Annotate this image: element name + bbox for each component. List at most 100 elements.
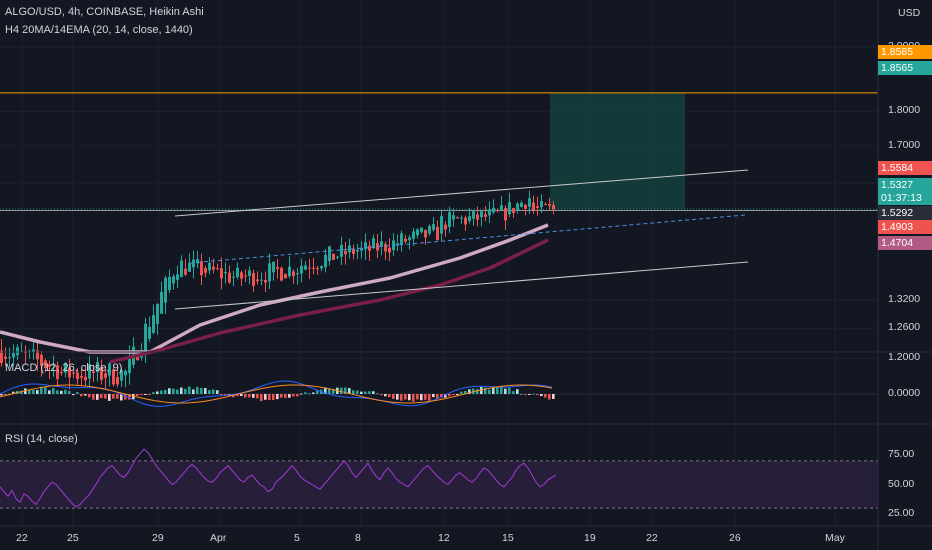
candle-body (32, 349, 35, 352)
candle (168, 269, 171, 294)
candle-body (432, 224, 435, 230)
candle-body (12, 352, 15, 358)
candle (0, 338, 3, 367)
candle-body (352, 248, 355, 255)
macd-histogram-bar (308, 393, 311, 395)
macd-histogram-bar (456, 394, 459, 395)
macd-histogram-bar (464, 390, 467, 394)
macd-histogram-bar (324, 387, 327, 394)
candle (372, 234, 375, 249)
candle-body (232, 276, 235, 278)
macd-histogram-bar (540, 394, 543, 397)
candle (32, 340, 35, 360)
candle (12, 344, 15, 366)
candle-body (200, 261, 203, 276)
macd-histogram-bar (484, 387, 487, 394)
macd-histogram-bar (428, 394, 431, 401)
candle (280, 266, 283, 282)
macd-histogram-bar (224, 394, 227, 395)
candle-body (64, 362, 67, 373)
candle-body (220, 268, 223, 279)
macd-histogram-bar (168, 388, 171, 394)
candle-body (256, 279, 259, 282)
macd-histogram-bar (432, 394, 435, 398)
candle (124, 369, 127, 388)
candle (20, 342, 23, 353)
candle (428, 224, 431, 236)
candle (88, 355, 91, 387)
candle (296, 268, 299, 285)
macd-histogram-bar (120, 394, 123, 401)
candle (164, 275, 167, 314)
candle (236, 262, 239, 280)
macd-histogram-bar (48, 390, 51, 394)
candle-body (72, 372, 75, 374)
candle-body (424, 229, 427, 238)
currency-label: USD (898, 7, 921, 19)
candle (180, 255, 183, 278)
candle (292, 269, 295, 284)
macd-histogram-bar (524, 394, 527, 395)
candle (328, 245, 331, 266)
candle (520, 200, 523, 208)
candle (552, 201, 555, 215)
candle-body (296, 273, 299, 275)
candle-body (504, 207, 507, 221)
candle (44, 358, 47, 372)
candle (432, 216, 435, 232)
channel-lower-line (174, 261, 749, 310)
candle-body (164, 277, 167, 303)
candle (376, 234, 379, 259)
price-tag-label: 1.4903 (878, 220, 932, 234)
candle (116, 364, 119, 388)
macd-histogram-bar (196, 386, 199, 394)
candle (240, 270, 243, 286)
time-tick-label: 22 (16, 532, 28, 544)
candle-body (512, 208, 515, 214)
candle (56, 361, 59, 387)
macd-histogram-bar (508, 387, 511, 394)
macd-histogram-bar (208, 390, 211, 394)
grid-lines (0, 0, 878, 526)
candle-body (104, 373, 107, 378)
candle (108, 362, 111, 387)
candle (536, 196, 539, 216)
candle (220, 257, 223, 290)
candle (512, 207, 515, 218)
candle-body (0, 350, 3, 364)
price-tick-label: 1.2600 (888, 321, 921, 334)
candle-body (244, 275, 247, 277)
candle-body (148, 326, 151, 339)
candle-body (260, 279, 263, 281)
time-tick-label: 5 (294, 532, 300, 544)
candle (28, 349, 31, 359)
macd-histogram-bar (76, 392, 79, 394)
channel-lines (174, 169, 749, 310)
price-tag-label: 1.5327 (878, 178, 932, 192)
macd-histogram-bar (520, 393, 523, 395)
macd-histogram-bar (476, 389, 479, 394)
macd-histogram-bar (80, 394, 83, 397)
target-zone (550, 92, 685, 210)
macd-histogram-bar (344, 387, 347, 394)
candle (80, 368, 83, 386)
candle (384, 241, 387, 260)
candle-body (476, 214, 479, 220)
candle-body (236, 267, 239, 278)
macd-histogram-bar (64, 389, 67, 394)
candle-body (436, 226, 439, 241)
macd-histogram-bar (56, 390, 59, 394)
candle (272, 261, 275, 281)
candle (304, 260, 307, 271)
candle (276, 259, 279, 279)
candle (60, 366, 63, 376)
candle (380, 231, 383, 256)
candle-body (404, 238, 407, 242)
candle (188, 253, 191, 273)
candle (196, 250, 199, 269)
macd-histogram-bar (384, 394, 387, 397)
macd-histogram-bar (240, 394, 243, 397)
candle-body (308, 267, 311, 269)
macd-histogram-bar (528, 394, 531, 395)
